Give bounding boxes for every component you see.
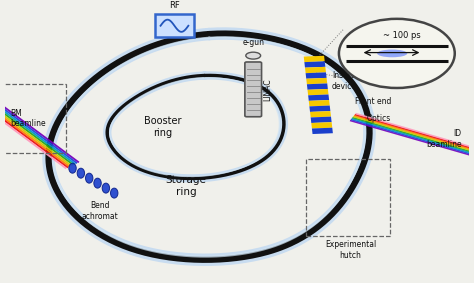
Ellipse shape <box>102 183 109 193</box>
Polygon shape <box>308 95 329 101</box>
Polygon shape <box>310 106 330 112</box>
Polygon shape <box>310 111 331 117</box>
Text: Booster
ring: Booster ring <box>144 116 182 138</box>
Text: ~ 100 ps: ~ 100 ps <box>383 31 420 40</box>
Ellipse shape <box>383 51 402 56</box>
Text: Storage
ring: Storage ring <box>165 175 207 197</box>
Circle shape <box>339 19 455 88</box>
Polygon shape <box>310 117 332 123</box>
Ellipse shape <box>110 188 118 198</box>
Polygon shape <box>311 122 332 128</box>
Polygon shape <box>309 100 330 106</box>
Polygon shape <box>305 67 326 73</box>
Polygon shape <box>306 72 327 79</box>
Text: Optics: Optics <box>367 114 391 123</box>
Text: Experimental
hutch: Experimental hutch <box>325 240 376 260</box>
Polygon shape <box>306 78 327 84</box>
Polygon shape <box>312 128 333 134</box>
Ellipse shape <box>377 50 407 57</box>
Bar <box>307 158 390 236</box>
Polygon shape <box>308 89 328 95</box>
Text: LINAC: LINAC <box>264 78 273 101</box>
Text: ID
beamline: ID beamline <box>426 129 462 149</box>
Polygon shape <box>304 56 325 62</box>
Text: RF: RF <box>169 1 180 10</box>
Polygon shape <box>307 83 328 90</box>
Text: BM
beamline: BM beamline <box>10 109 46 128</box>
Text: Insertion
device: Insertion device <box>332 71 366 91</box>
Text: Bend
achromat: Bend achromat <box>82 201 118 221</box>
Bar <box>0 84 65 153</box>
Text: Front end: Front end <box>355 97 392 106</box>
Ellipse shape <box>69 163 76 173</box>
Text: e-gun: e-gun <box>242 38 264 47</box>
FancyBboxPatch shape <box>245 62 262 117</box>
Ellipse shape <box>85 173 93 183</box>
FancyBboxPatch shape <box>155 14 194 37</box>
Ellipse shape <box>94 178 101 188</box>
Polygon shape <box>304 61 325 68</box>
Ellipse shape <box>77 168 84 178</box>
Ellipse shape <box>246 52 261 59</box>
